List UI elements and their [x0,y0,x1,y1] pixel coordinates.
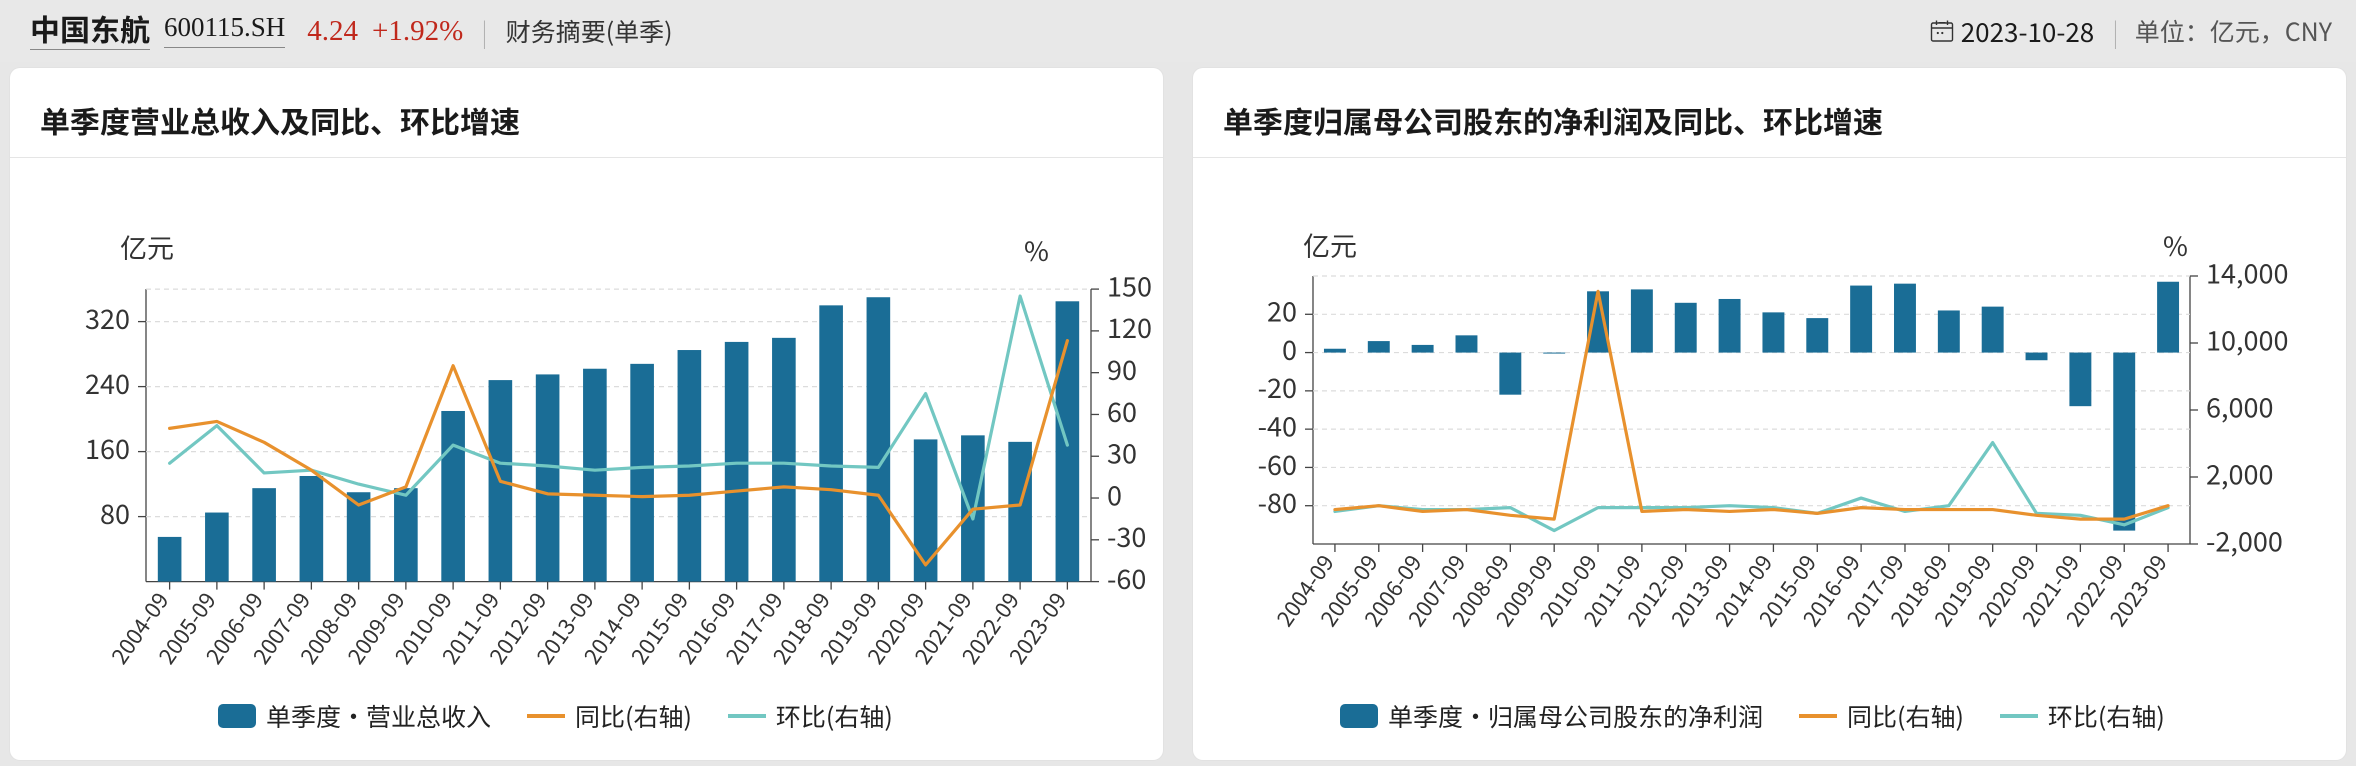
svg-text:80: 80 [100,493,130,532]
svg-text:160: 160 [85,428,130,467]
svg-text:150: 150 [1107,265,1152,304]
svg-text:-2,000: -2,000 [2206,520,2283,559]
svg-text:10,000: 10,000 [2206,319,2288,358]
svg-text:2,000: 2,000 [2206,453,2273,492]
svg-text:6,000: 6,000 [2206,386,2273,425]
svg-text:-60: -60 [1258,444,1297,483]
svg-text:-30: -30 [1107,516,1146,555]
svg-text:60: 60 [1107,391,1137,430]
svg-text:120: 120 [1107,307,1152,346]
svg-text:-40: -40 [1258,405,1297,444]
svg-text:30: 30 [1107,433,1137,472]
svg-text:90: 90 [1107,349,1137,388]
svg-text:-80: -80 [1258,482,1297,521]
svg-text:0: 0 [1282,329,1297,368]
svg-text:20: 20 [1267,291,1297,330]
svg-text:0: 0 [1107,474,1122,513]
svg-text:320: 320 [85,298,130,337]
svg-text:240: 240 [85,363,130,402]
svg-text:14,000: 14,000 [2206,252,2288,291]
svg-text:-20: -20 [1258,367,1297,406]
svg-text:-60: -60 [1107,558,1146,597]
